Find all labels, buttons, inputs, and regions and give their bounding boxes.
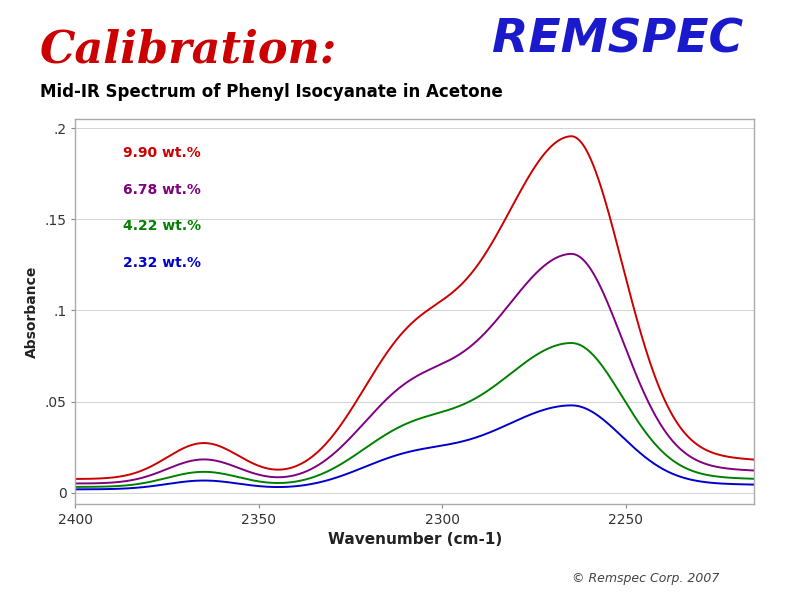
Text: 9.90 wt.%: 9.90 wt.% [123,146,201,160]
Text: © Remspec Corp. 2007: © Remspec Corp. 2007 [572,572,719,585]
Text: 6.78 wt.%: 6.78 wt.% [123,182,201,197]
Text: 4.22 wt.%: 4.22 wt.% [123,219,201,233]
Text: 2.32 wt.%: 2.32 wt.% [123,256,201,269]
X-axis label: Wavenumber (cm-1): Wavenumber (cm-1) [328,532,502,547]
Text: Calibration:: Calibration: [40,29,337,72]
Text: Mid-IR Spectrum of Phenyl Isocyanate in Acetone: Mid-IR Spectrum of Phenyl Isocyanate in … [40,83,503,101]
Text: REMSPEC: REMSPEC [492,17,743,63]
Y-axis label: Absorbance: Absorbance [25,265,39,358]
